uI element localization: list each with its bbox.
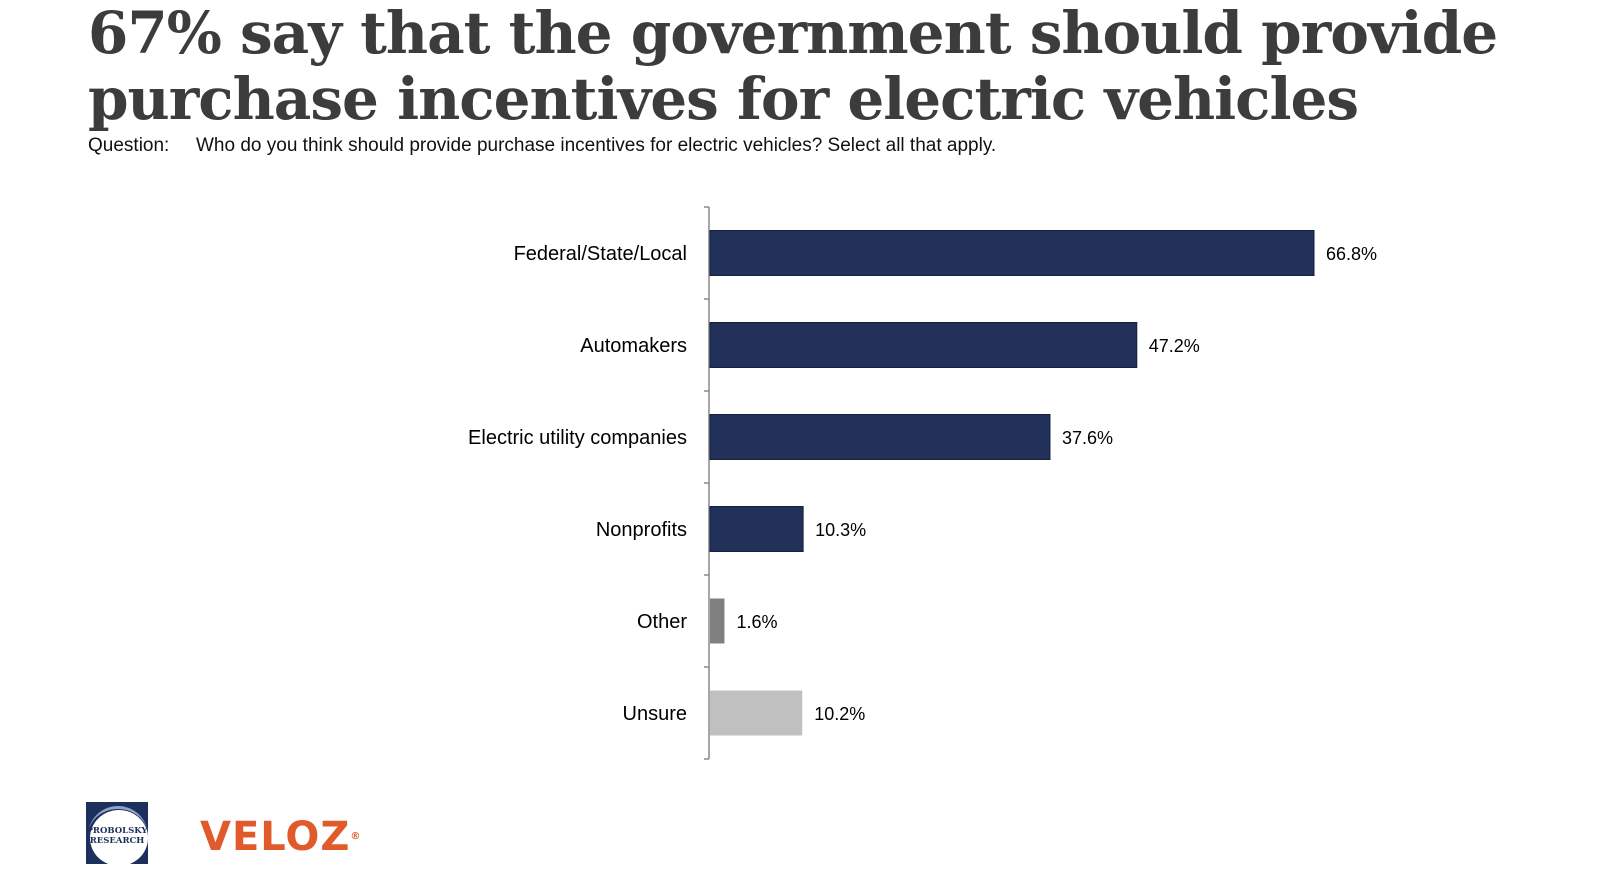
category-label: Other [637,611,687,633]
chart-title: 67% say that the government should provi… [88,0,1498,133]
bar-unsure [710,690,803,736]
probolsky-research-logo: PROBOLSKY RESEARCH [86,802,148,864]
category-label: Nonprofits [596,519,687,541]
value-label: 37.6% [1062,428,1113,448]
bar-federal-state-local [709,230,1315,276]
bar-other [710,598,725,644]
category-label: Automakers [580,335,687,357]
veloz-logo-text: VELOZ [200,814,351,860]
bar-automakers [709,322,1138,368]
bar-nonprofits [709,506,804,552]
registered-mark: ® [350,831,361,842]
category-label: Federal/State/Local [514,243,687,265]
value-label: 47.2% [1149,336,1200,356]
category-label: Electric utility companies [468,427,687,449]
value-label: 66.8% [1326,244,1377,264]
value-label: 10.3% [815,520,866,540]
value-label: 1.6% [736,612,777,632]
question-text: Who do you think should provide purchase… [196,135,997,156]
category-label: Unsure [623,703,687,725]
question-label: Question: [88,135,170,156]
question-row: Question: Who do you think should provide… [88,135,996,157]
bar-electric-utility-companies [709,414,1051,460]
veloz-logo: VELOZ® [200,814,360,860]
value-label: 10.2% [814,704,865,724]
probolsky-logo-text: PROBOLSKY RESEARCH [86,826,148,846]
